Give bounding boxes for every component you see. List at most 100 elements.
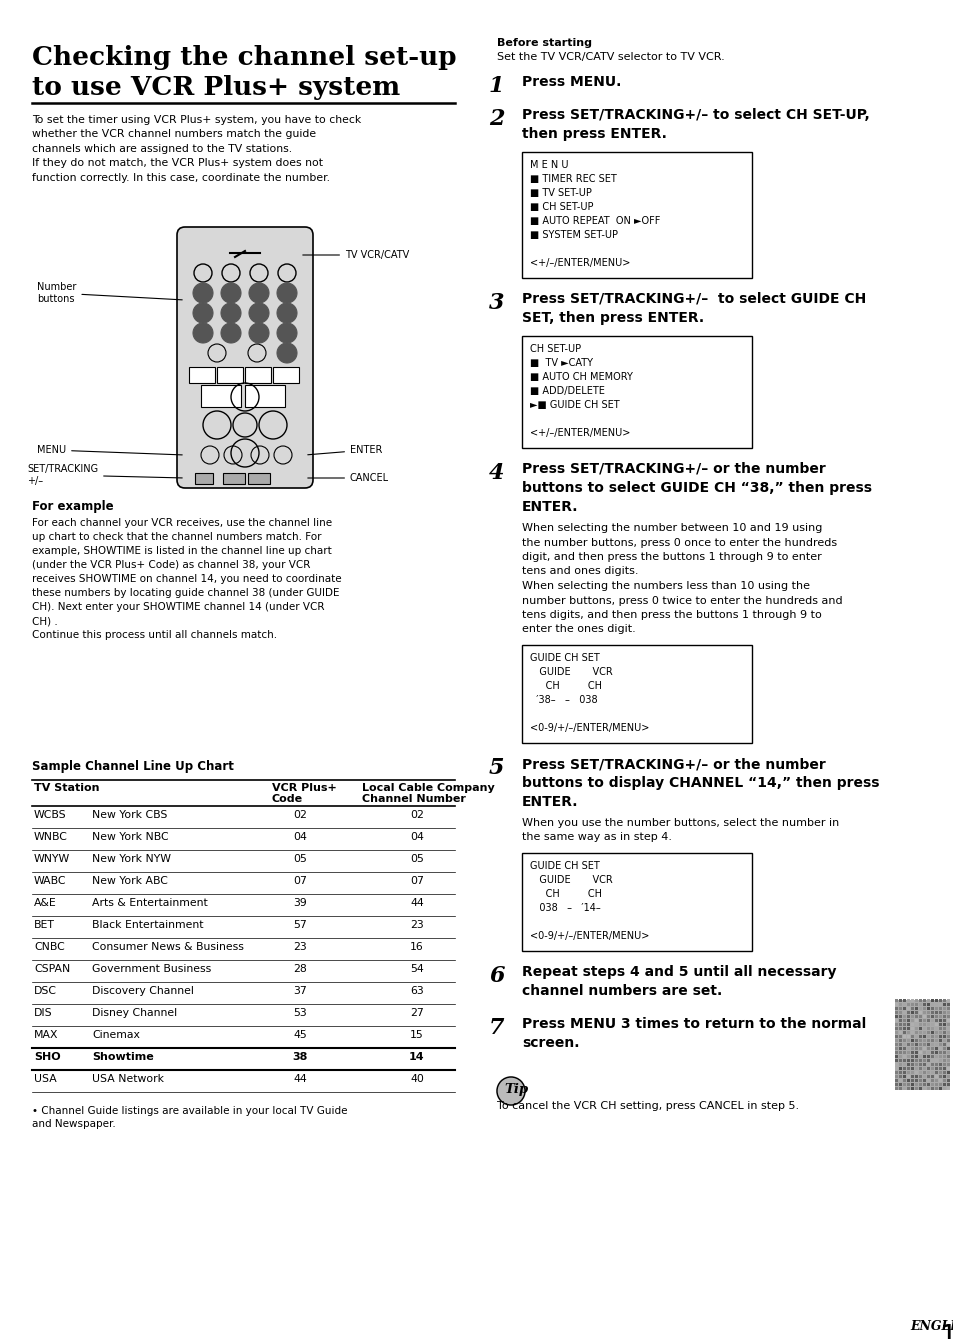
Bar bbox=[923, 1035, 925, 1038]
Bar bbox=[898, 1027, 901, 1030]
Bar bbox=[910, 1003, 913, 1006]
Bar bbox=[938, 1079, 941, 1082]
Text: 44: 44 bbox=[293, 1074, 307, 1085]
Text: USA: USA bbox=[34, 1074, 56, 1085]
Text: 02: 02 bbox=[293, 810, 307, 819]
Bar bbox=[902, 1035, 905, 1038]
Bar bbox=[923, 1019, 925, 1022]
Text: ENGLISH: ENGLISH bbox=[909, 1320, 953, 1334]
Bar bbox=[894, 1007, 897, 1010]
Text: Cinemax: Cinemax bbox=[91, 1030, 140, 1040]
Bar bbox=[926, 999, 929, 1002]
Bar bbox=[910, 1031, 913, 1034]
Bar bbox=[902, 1003, 905, 1006]
Text: When you use the number buttons, select the number in: When you use the number buttons, select … bbox=[521, 818, 839, 828]
Bar bbox=[906, 1087, 909, 1090]
Bar bbox=[902, 1067, 905, 1070]
Bar bbox=[934, 1079, 937, 1082]
Bar bbox=[902, 1043, 905, 1046]
Text: buttons to display CHANNEL “14,” then press: buttons to display CHANNEL “14,” then pr… bbox=[521, 777, 879, 790]
Bar bbox=[946, 1087, 949, 1090]
Bar bbox=[934, 1047, 937, 1050]
Bar bbox=[910, 1075, 913, 1078]
Bar bbox=[910, 1039, 913, 1042]
Bar bbox=[930, 1055, 933, 1058]
Bar bbox=[918, 1003, 921, 1006]
Bar bbox=[898, 1083, 901, 1086]
Bar bbox=[930, 1039, 933, 1042]
Text: 02: 02 bbox=[410, 810, 423, 819]
Bar bbox=[923, 1023, 925, 1026]
Bar bbox=[934, 999, 937, 1002]
Bar bbox=[930, 1083, 933, 1086]
Text: the same way as in step 4.: the same way as in step 4. bbox=[521, 833, 671, 842]
Text: ENTER.: ENTER. bbox=[521, 499, 578, 514]
Bar bbox=[914, 1015, 917, 1018]
Bar bbox=[918, 1019, 921, 1022]
Bar bbox=[942, 1083, 945, 1086]
Text: <+/–/ENTER/MENU>: <+/–/ENTER/MENU> bbox=[530, 428, 630, 438]
Bar bbox=[894, 1003, 897, 1006]
Bar bbox=[894, 1071, 897, 1074]
Bar bbox=[923, 1015, 925, 1018]
FancyBboxPatch shape bbox=[177, 228, 313, 487]
Bar bbox=[938, 1011, 941, 1014]
Text: Press SET/TRACKING+/– or the number: Press SET/TRACKING+/– or the number bbox=[521, 462, 825, 475]
Text: 16: 16 bbox=[410, 943, 423, 952]
Bar bbox=[898, 1039, 901, 1042]
Bar bbox=[934, 1007, 937, 1010]
Bar bbox=[914, 1071, 917, 1074]
Bar bbox=[926, 1043, 929, 1046]
Text: ′38–   –   038: ′38– – 038 bbox=[530, 695, 597, 706]
Bar bbox=[216, 367, 243, 383]
Bar bbox=[521, 153, 751, 279]
Bar bbox=[914, 1027, 917, 1030]
Bar bbox=[902, 1047, 905, 1050]
Bar bbox=[918, 1059, 921, 1062]
Text: to use VCR Plus+ system: to use VCR Plus+ system bbox=[32, 75, 400, 100]
Bar bbox=[894, 1067, 897, 1070]
Bar bbox=[918, 1023, 921, 1026]
Text: Press SET/TRACKING+/–  to select GUIDE CH: Press SET/TRACKING+/– to select GUIDE CH bbox=[521, 292, 865, 307]
Bar bbox=[918, 1067, 921, 1070]
Text: then press ENTER.: then press ENTER. bbox=[521, 127, 666, 141]
Text: 5: 5 bbox=[489, 757, 504, 779]
Bar bbox=[938, 1063, 941, 1066]
Bar bbox=[942, 1031, 945, 1034]
Bar bbox=[914, 1043, 917, 1046]
Bar bbox=[934, 1067, 937, 1070]
Bar bbox=[942, 1079, 945, 1082]
Bar bbox=[245, 367, 271, 383]
Bar bbox=[914, 1075, 917, 1078]
Text: 038   –   ′14–: 038 – ′14– bbox=[530, 902, 600, 913]
Bar bbox=[918, 1083, 921, 1086]
Circle shape bbox=[193, 323, 213, 343]
Text: CANCEL: CANCEL bbox=[308, 473, 389, 483]
Bar bbox=[910, 1007, 913, 1010]
Bar bbox=[898, 1035, 901, 1038]
Bar bbox=[934, 1031, 937, 1034]
Text: GUIDE CH SET: GUIDE CH SET bbox=[530, 653, 599, 663]
Text: 07: 07 bbox=[293, 876, 307, 886]
Text: GUIDE CH SET: GUIDE CH SET bbox=[530, 861, 599, 870]
Text: CH         CH: CH CH bbox=[530, 682, 601, 691]
Text: Press SET/TRACKING+/– or the number: Press SET/TRACKING+/– or the number bbox=[521, 757, 825, 771]
Bar bbox=[914, 1011, 917, 1014]
Text: • Channel Guide listings are available in your local TV Guide
and Newspaper.: • Channel Guide listings are available i… bbox=[32, 1106, 347, 1129]
Bar bbox=[923, 1043, 925, 1046]
Text: 23: 23 bbox=[293, 943, 307, 952]
Bar bbox=[910, 1027, 913, 1030]
Bar bbox=[910, 1015, 913, 1018]
Text: Press SET/TRACKING+/– to select CH SET-UP,: Press SET/TRACKING+/– to select CH SET-U… bbox=[521, 108, 869, 122]
Text: ■ AUTO REPEAT  ON ►OFF: ■ AUTO REPEAT ON ►OFF bbox=[530, 216, 659, 226]
Bar bbox=[910, 1087, 913, 1090]
Bar bbox=[923, 1051, 925, 1054]
Circle shape bbox=[221, 283, 241, 303]
Text: Number
buttons: Number buttons bbox=[37, 283, 182, 304]
Bar bbox=[923, 1003, 925, 1006]
Bar bbox=[946, 1083, 949, 1086]
Bar bbox=[946, 1035, 949, 1038]
Bar bbox=[918, 1007, 921, 1010]
Bar bbox=[923, 1011, 925, 1014]
Bar bbox=[946, 1023, 949, 1026]
